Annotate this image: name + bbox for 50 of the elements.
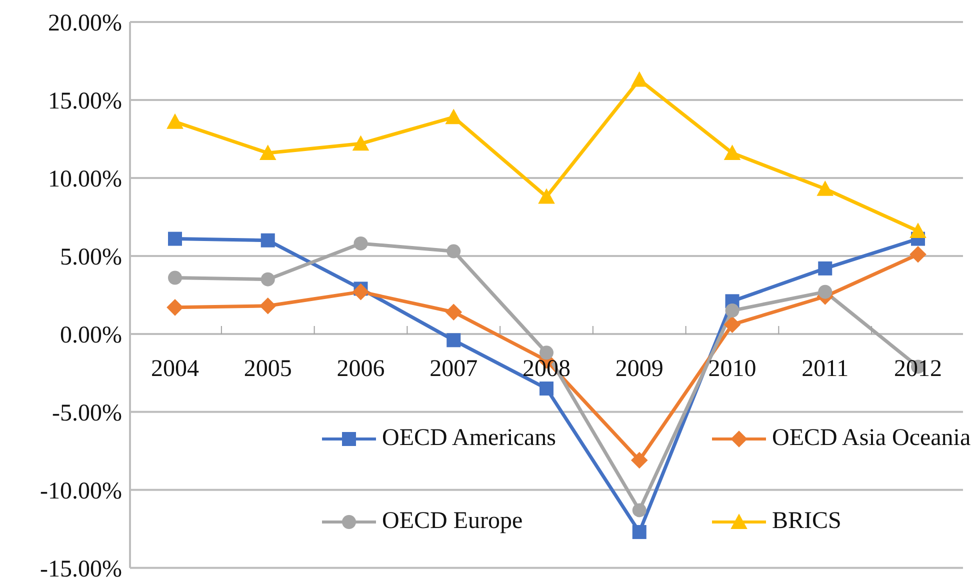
point — [540, 382, 554, 396]
point — [630, 452, 648, 469]
point — [724, 144, 741, 160]
y-tick-label: -15.00% — [40, 556, 122, 581]
x-tick-label: 2012 — [894, 356, 942, 382]
point — [259, 144, 276, 160]
point — [260, 233, 275, 248]
y-tick-label: -10.00% — [40, 478, 122, 504]
point — [259, 297, 276, 314]
point — [724, 316, 741, 333]
point — [632, 525, 646, 540]
x-tick-label: 2006 — [336, 356, 385, 382]
point — [632, 503, 646, 518]
legend-label: BRICS — [772, 508, 842, 535]
point — [725, 304, 740, 318]
point — [166, 113, 184, 129]
y-tick-label: 0.00% — [60, 322, 122, 348]
point — [910, 246, 926, 263]
x-tick-label: 2009 — [615, 356, 664, 382]
point — [445, 108, 462, 124]
point — [540, 346, 554, 360]
point — [446, 244, 461, 258]
point — [816, 180, 834, 196]
x-tick-label: 2004 — [151, 356, 199, 382]
point — [354, 236, 368, 250]
point — [818, 261, 832, 276]
y-tick-label: 5.00% — [60, 244, 122, 270]
y-tick-label: 20.00% — [48, 10, 122, 37]
y-tick-label: 10.00% — [48, 166, 122, 192]
legend-label: OECD Asia Oceania — [772, 425, 971, 452]
point — [446, 333, 461, 348]
point — [166, 299, 184, 316]
x-tick-label: 2011 — [802, 356, 849, 382]
point — [168, 270, 182, 285]
x-tick-label: 2005 — [244, 356, 292, 382]
y-tick-label: 15.00% — [48, 88, 122, 115]
point — [910, 222, 926, 238]
point — [630, 71, 648, 87]
legend-label: OECD Americans — [382, 425, 556, 452]
point — [352, 135, 370, 151]
x-tick-label: 2007 — [430, 356, 478, 382]
point — [818, 284, 832, 299]
point — [260, 272, 275, 286]
point — [352, 283, 370, 300]
point — [538, 188, 555, 204]
point — [168, 232, 182, 246]
legend-label: OECD Europe — [382, 508, 523, 535]
x-tick-label: 2010 — [708, 356, 756, 382]
y-tick-label: -5.00% — [52, 400, 122, 426]
point — [445, 304, 462, 321]
